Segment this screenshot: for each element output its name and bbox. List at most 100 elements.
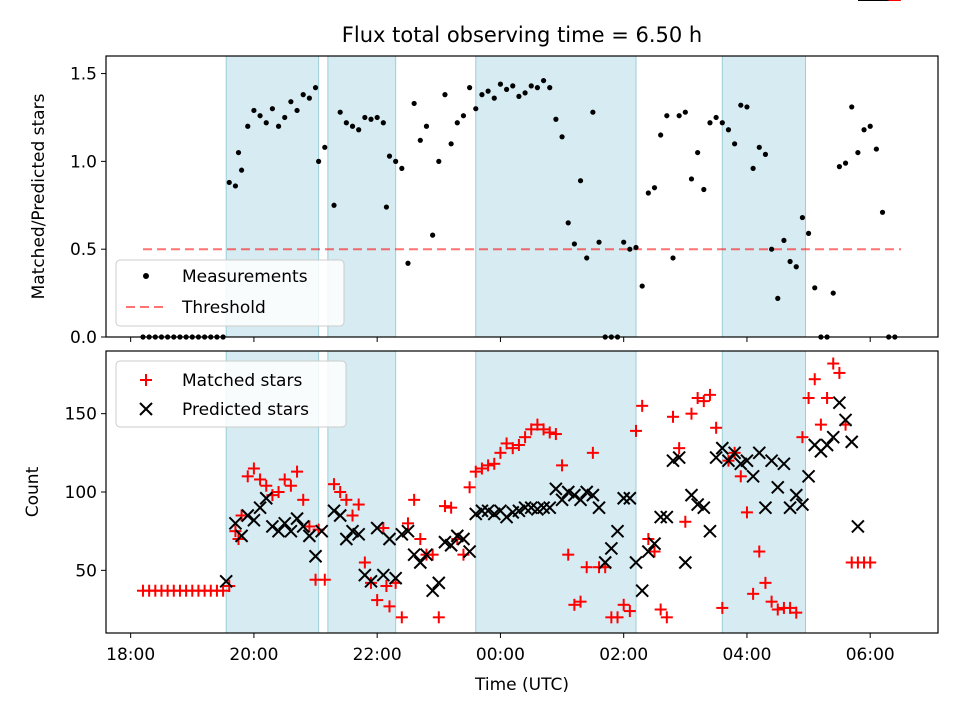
matched-point — [630, 424, 643, 437]
predicted-point — [709, 450, 723, 465]
measurement-point — [503, 86, 510, 92]
measurement-point — [491, 95, 497, 101]
measurement-point — [793, 264, 799, 270]
measurement-point — [442, 92, 448, 98]
measurement-point — [781, 237, 787, 244]
predicted-point — [314, 524, 329, 538]
matched-point — [432, 611, 445, 624]
measurement-point — [368, 116, 374, 122]
predicted-point — [746, 469, 760, 484]
top-legend-box — [115, 259, 345, 327]
predicted-point — [401, 524, 415, 538]
predicted-point-b — [438, 535, 452, 549]
shaded-band — [721, 55, 806, 338]
measurement-point — [738, 102, 744, 108]
measurement-point — [275, 123, 282, 129]
predicted-point-b — [450, 529, 464, 543]
predicted-point — [247, 513, 261, 527]
measurement-point — [590, 109, 596, 115]
measurement-point — [805, 230, 812, 236]
predicted-point-b — [382, 532, 397, 546]
measurement-point — [423, 123, 430, 129]
predicted-point-b — [783, 500, 797, 515]
measurement-point — [343, 120, 349, 126]
predicted-point-b — [247, 513, 261, 527]
measurement-point — [399, 165, 405, 171]
predicted-point-b — [308, 549, 323, 563]
predicted-point — [820, 438, 834, 452]
top-panel: 0.0 0.5 1.0 1.5 Matched/Predicted stars Mea… — [29, 55, 939, 348]
measurement-point — [688, 176, 695, 182]
top-legend: Measurements Threshold — [115, 259, 345, 327]
measurement-points — [140, 77, 898, 340]
figure-title: Flux total observing time = 6.50 h — [342, 23, 702, 47]
measurement-point — [226, 179, 232, 186]
predicted-point — [604, 541, 619, 556]
predicted-point — [771, 480, 785, 495]
matched-point — [229, 525, 242, 538]
predicted-point-b — [715, 441, 730, 455]
matched-point — [352, 498, 365, 511]
x-tick-label: 06:00 — [846, 645, 895, 665]
measurement-point — [473, 106, 479, 112]
predicted-point — [308, 549, 323, 563]
matched-point — [673, 442, 686, 455]
matched-point — [414, 533, 427, 545]
predicted-point — [518, 500, 532, 515]
predicted-point-b — [271, 524, 286, 538]
predicted-point-b — [616, 491, 631, 505]
predicted-point-b — [709, 450, 723, 465]
x-axis-label: Time (UTC) — [474, 675, 569, 695]
matched-point — [765, 595, 778, 608]
matched-point — [235, 509, 248, 522]
predicted-point — [826, 430, 840, 444]
predicted-point — [419, 547, 434, 562]
measurement-point — [417, 137, 423, 143]
predicted-point-b — [376, 568, 391, 582]
matched-point — [864, 556, 877, 569]
matched-point — [691, 392, 704, 404]
predicted-point-b — [690, 497, 705, 512]
matched-point — [623, 605, 636, 618]
measurement-point — [485, 88, 491, 94]
predicted-point — [432, 576, 446, 590]
predicted-point-b — [524, 500, 538, 515]
predicted-point-b — [555, 493, 569, 507]
matched-point — [636, 399, 649, 412]
measurement-point — [627, 246, 633, 252]
predicted-point-b — [764, 453, 779, 468]
predicted-point — [838, 413, 853, 427]
predicted-point — [801, 469, 816, 484]
legend-matched-marker — [140, 374, 152, 386]
measurement-point — [300, 92, 306, 98]
predicted-point — [499, 510, 514, 524]
predicted-point-b — [290, 511, 304, 526]
measurement-point — [664, 113, 670, 119]
matched-point — [284, 479, 297, 492]
measurement-point — [836, 164, 842, 170]
matched-point — [254, 473, 267, 486]
y-tick-label: 0.0 — [70, 328, 97, 348]
measurement-point — [479, 92, 485, 98]
matched-point — [821, 392, 834, 404]
predicted-point — [758, 500, 773, 515]
measurement-point — [257, 113, 263, 119]
y-tick-label: 1.0 — [70, 152, 97, 172]
measurement-point — [245, 123, 251, 129]
matched-point — [303, 520, 316, 533]
predicted-point — [327, 504, 341, 518]
predicted-point — [598, 555, 612, 570]
matched-point — [291, 465, 304, 478]
predicted-point — [413, 555, 428, 570]
matched-point — [827, 357, 840, 370]
predicted-point-b — [351, 527, 366, 542]
matched-point — [482, 459, 495, 472]
measurement-point — [522, 90, 528, 96]
top-axes-frame — [105, 55, 939, 338]
predicted-point-b — [407, 547, 421, 562]
matched-point — [740, 506, 753, 519]
predicted-point-b — [851, 519, 865, 534]
predicted-point — [610, 524, 625, 538]
measurement-point — [651, 185, 658, 191]
predicted-point-b — [425, 583, 440, 598]
